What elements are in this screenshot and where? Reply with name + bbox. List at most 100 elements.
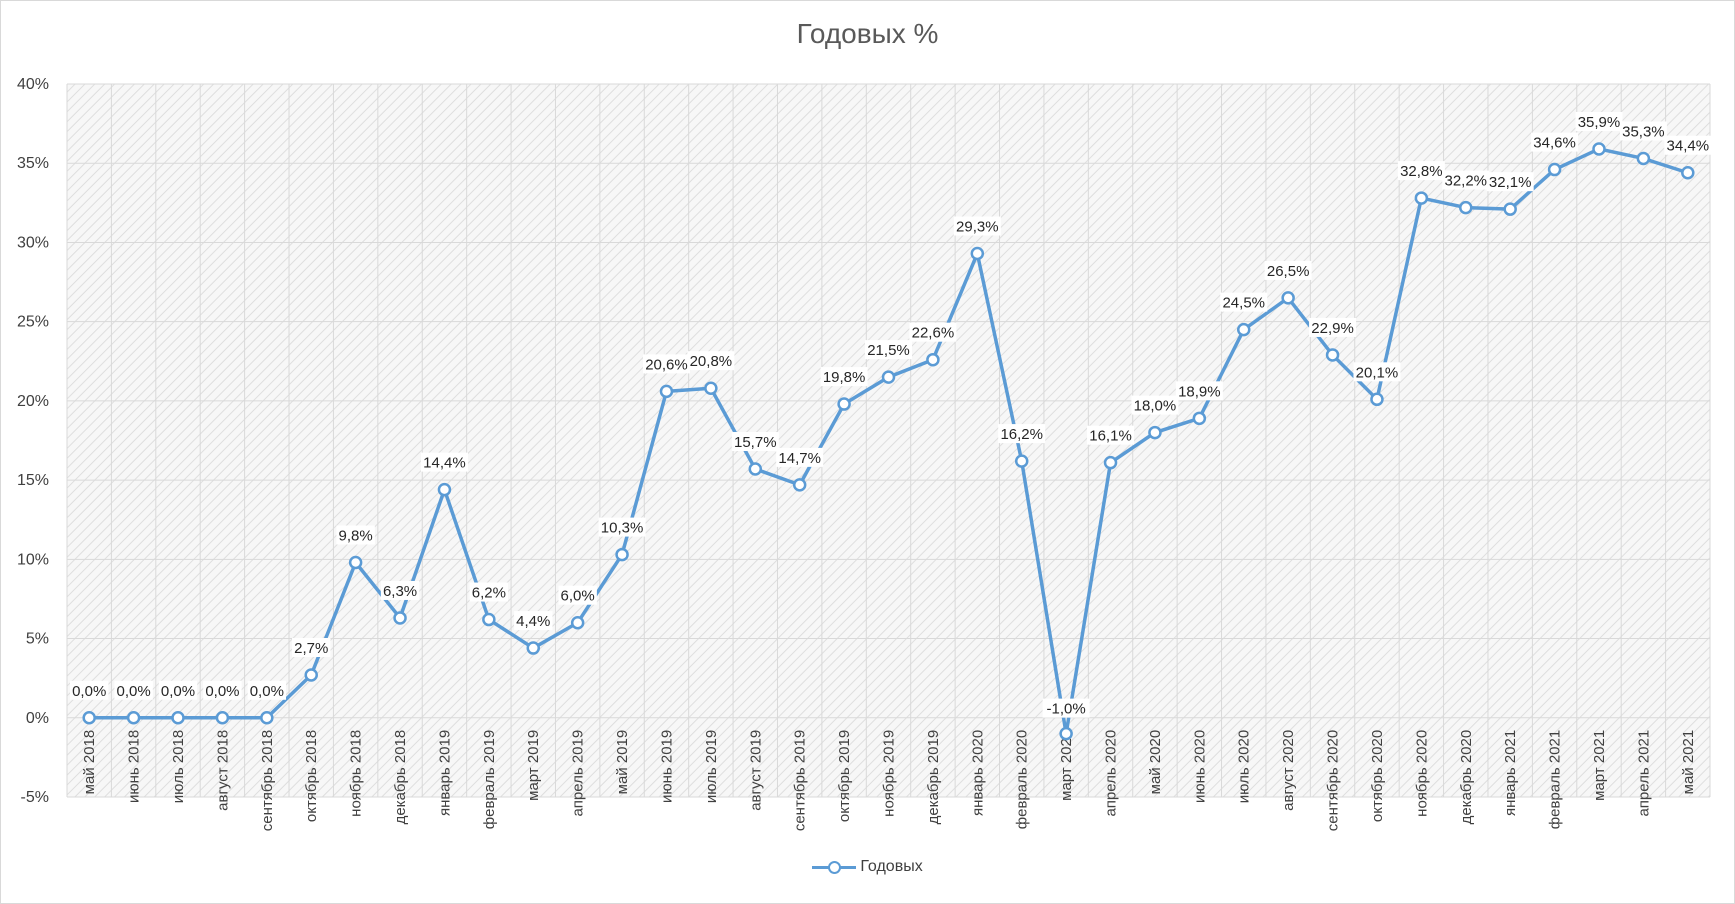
- data-label-bg: [1175, 381, 1223, 401]
- data-label: 21,5%: [865, 340, 912, 360]
- data-label-bg: [1619, 121, 1667, 141]
- data-label-text: 0,0%: [117, 683, 151, 700]
- data-point: [704, 381, 718, 395]
- data-label-bg: [998, 424, 1046, 444]
- data-label: 32,1%: [1486, 172, 1534, 192]
- data-label-text: 32,1%: [1489, 174, 1532, 191]
- data-label-bg: [598, 517, 646, 537]
- data-label-text: 0,0%: [161, 683, 195, 700]
- data-label: 18,0%: [1131, 395, 1179, 415]
- data-label-bg: [514, 611, 553, 631]
- legend-series-marker: [812, 860, 857, 874]
- x-tick-label: февраль 2019: [481, 730, 498, 829]
- data-label-text: 2,7%: [294, 640, 328, 657]
- data-point: [1281, 291, 1295, 305]
- y-tick-label: 0%: [26, 710, 49, 727]
- data-label: 29,3%: [953, 216, 1001, 236]
- data-label-bg: [1353, 362, 1401, 382]
- y-tick-label: 35%: [17, 155, 49, 172]
- data-label-bg: [114, 680, 153, 700]
- data-point: [1370, 392, 1384, 407]
- data-label-text: 22,6%: [912, 325, 955, 342]
- x-tick-label: март 2021: [1591, 730, 1608, 801]
- data-point: [171, 711, 185, 725]
- data-label: 22,9%: [1309, 317, 1357, 337]
- data-point: [260, 711, 274, 725]
- data-label-text: 14,7%: [778, 450, 821, 467]
- x-tick-label: май 2020: [1147, 730, 1164, 795]
- data-label-bg: [731, 432, 779, 452]
- data-point: [1681, 165, 1695, 180]
- x-tick-label: апрель 2020: [1103, 730, 1120, 817]
- data-label-bg: [292, 637, 331, 657]
- data-label-bg: [776, 447, 824, 467]
- data-label-bg: [1664, 135, 1712, 155]
- data-label: 9,8%: [336, 525, 375, 545]
- data-point: [126, 711, 141, 725]
- data-label-text: 22,9%: [1311, 320, 1354, 337]
- data-label-text: 9,8%: [339, 528, 373, 545]
- x-tick-label: октябрь 2020: [1369, 730, 1386, 822]
- data-label-bg: [687, 351, 735, 371]
- x-tick-label: декабрь 2018: [392, 730, 409, 825]
- data-point: [482, 612, 496, 627]
- data-point: [1192, 411, 1207, 426]
- x-tick-label: июль 2020: [1236, 730, 1253, 803]
- data-label-bg: [1397, 161, 1445, 181]
- plot-area: [67, 84, 1710, 797]
- data-label-text: 18,9%: [1178, 383, 1221, 400]
- data-point: [970, 246, 985, 261]
- data-point: [1236, 322, 1251, 337]
- data-label-bg: [336, 525, 375, 545]
- data-label-bg: [865, 340, 912, 360]
- data-label-bg: [1486, 172, 1534, 192]
- x-tick-label: май 2019: [614, 730, 631, 795]
- data-point: [348, 555, 363, 570]
- data-label: 14,7%: [776, 447, 824, 467]
- data-label-text: 16,1%: [1089, 428, 1132, 445]
- data-label-text: 35,9%: [1578, 114, 1621, 131]
- x-tick-label: сентябрь 2019: [792, 730, 809, 831]
- data-label-text: 34,4%: [1667, 138, 1710, 155]
- data-point: [881, 370, 896, 384]
- data-label-text: 34,6%: [1533, 135, 1576, 152]
- data-label-text: 35,3%: [1622, 123, 1665, 140]
- data-label-text: 32,8%: [1400, 163, 1443, 180]
- data-label: 6,0%: [558, 585, 597, 605]
- data-point: [1414, 191, 1429, 205]
- data-label-bg: [380, 580, 420, 600]
- data-label-text: 0,0%: [205, 683, 239, 700]
- data-label: 26,5%: [1264, 260, 1312, 280]
- x-tick-label: март 2020: [1058, 730, 1075, 801]
- data-label-bg: [1087, 425, 1135, 445]
- data-label: 6,2%: [469, 582, 509, 602]
- data-label: 22,6%: [909, 322, 957, 342]
- data-label-text: 14,4%: [423, 455, 466, 472]
- data-point: [748, 462, 763, 476]
- data-label-text: 0,0%: [250, 683, 284, 700]
- data-label-text: 0,0%: [72, 683, 106, 700]
- data-label: 35,3%: [1619, 121, 1667, 141]
- data-point: [1014, 454, 1029, 468]
- x-tick-label: август 2020: [1280, 730, 1297, 811]
- data-label-text: 10,3%: [601, 520, 644, 537]
- x-tick-label: июль 2018: [170, 730, 187, 803]
- data-point: [82, 711, 96, 725]
- data-label-bg: [1220, 292, 1268, 312]
- data-point: [1636, 151, 1651, 166]
- data-point: [1503, 202, 1517, 216]
- x-tick-label: сентябрь 2020: [1325, 730, 1342, 831]
- chart-title: Годовых %: [796, 18, 939, 49]
- data-label-text: 15,7%: [734, 434, 777, 451]
- data-label-text: 19,8%: [823, 369, 866, 386]
- data-label-text: 24,5%: [1222, 295, 1265, 312]
- data-point: [659, 384, 674, 399]
- x-tick-label: февраль 2021: [1547, 730, 1564, 829]
- data-label-text: 6,2%: [472, 585, 506, 602]
- data-point: [615, 547, 629, 562]
- x-tick-label: январь 2019: [436, 730, 453, 816]
- data-label: 4,4%: [514, 611, 553, 631]
- data-label: 15,7%: [731, 432, 779, 452]
- data-label-text: 26,5%: [1267, 263, 1310, 280]
- data-point: [1325, 348, 1340, 362]
